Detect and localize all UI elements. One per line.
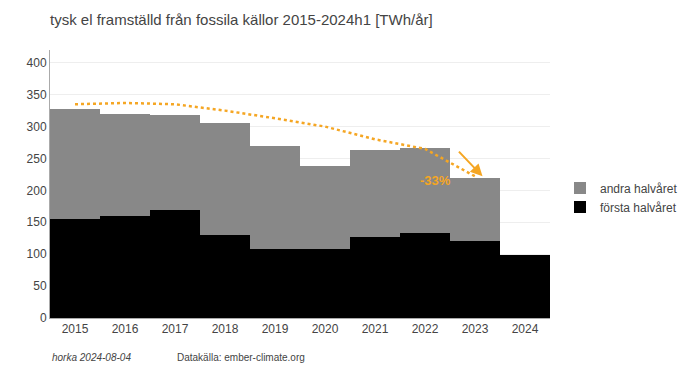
svg-text:tysk el framställd från fossil: tysk el framställd från fossila källor 2… xyxy=(50,11,433,28)
svg-text:horka 2024-08-04: horka 2024-08-04 xyxy=(52,352,131,363)
svg-text:2023: 2023 xyxy=(462,322,489,336)
svg-text:150: 150 xyxy=(27,215,47,229)
svg-text:första halvåret: första halvåret xyxy=(600,201,677,215)
svg-text:250: 250 xyxy=(27,152,47,166)
svg-text:2019: 2019 xyxy=(262,322,289,336)
svg-text:andra halvåret: andra halvåret xyxy=(600,182,677,196)
svg-text:350: 350 xyxy=(27,88,47,102)
svg-text:2020: 2020 xyxy=(312,322,339,336)
svg-text:300: 300 xyxy=(27,120,47,134)
svg-text:400: 400 xyxy=(27,56,47,70)
svg-text:2016: 2016 xyxy=(112,322,139,336)
svg-text:2015: 2015 xyxy=(62,322,89,336)
svg-text:200: 200 xyxy=(27,184,47,198)
svg-text:2018: 2018 xyxy=(212,322,239,336)
svg-text:2022: 2022 xyxy=(412,322,439,336)
svg-text:2024: 2024 xyxy=(512,322,539,336)
svg-text:100: 100 xyxy=(27,247,47,261)
svg-text:-33%: -33% xyxy=(420,173,451,188)
svg-text:Datakälla: ember-climate.org: Datakälla: ember-climate.org xyxy=(177,352,305,363)
svg-text:2017: 2017 xyxy=(162,322,189,336)
svg-text:0: 0 xyxy=(40,311,47,325)
svg-text:2021: 2021 xyxy=(362,322,389,336)
svg-text:50: 50 xyxy=(33,279,47,293)
